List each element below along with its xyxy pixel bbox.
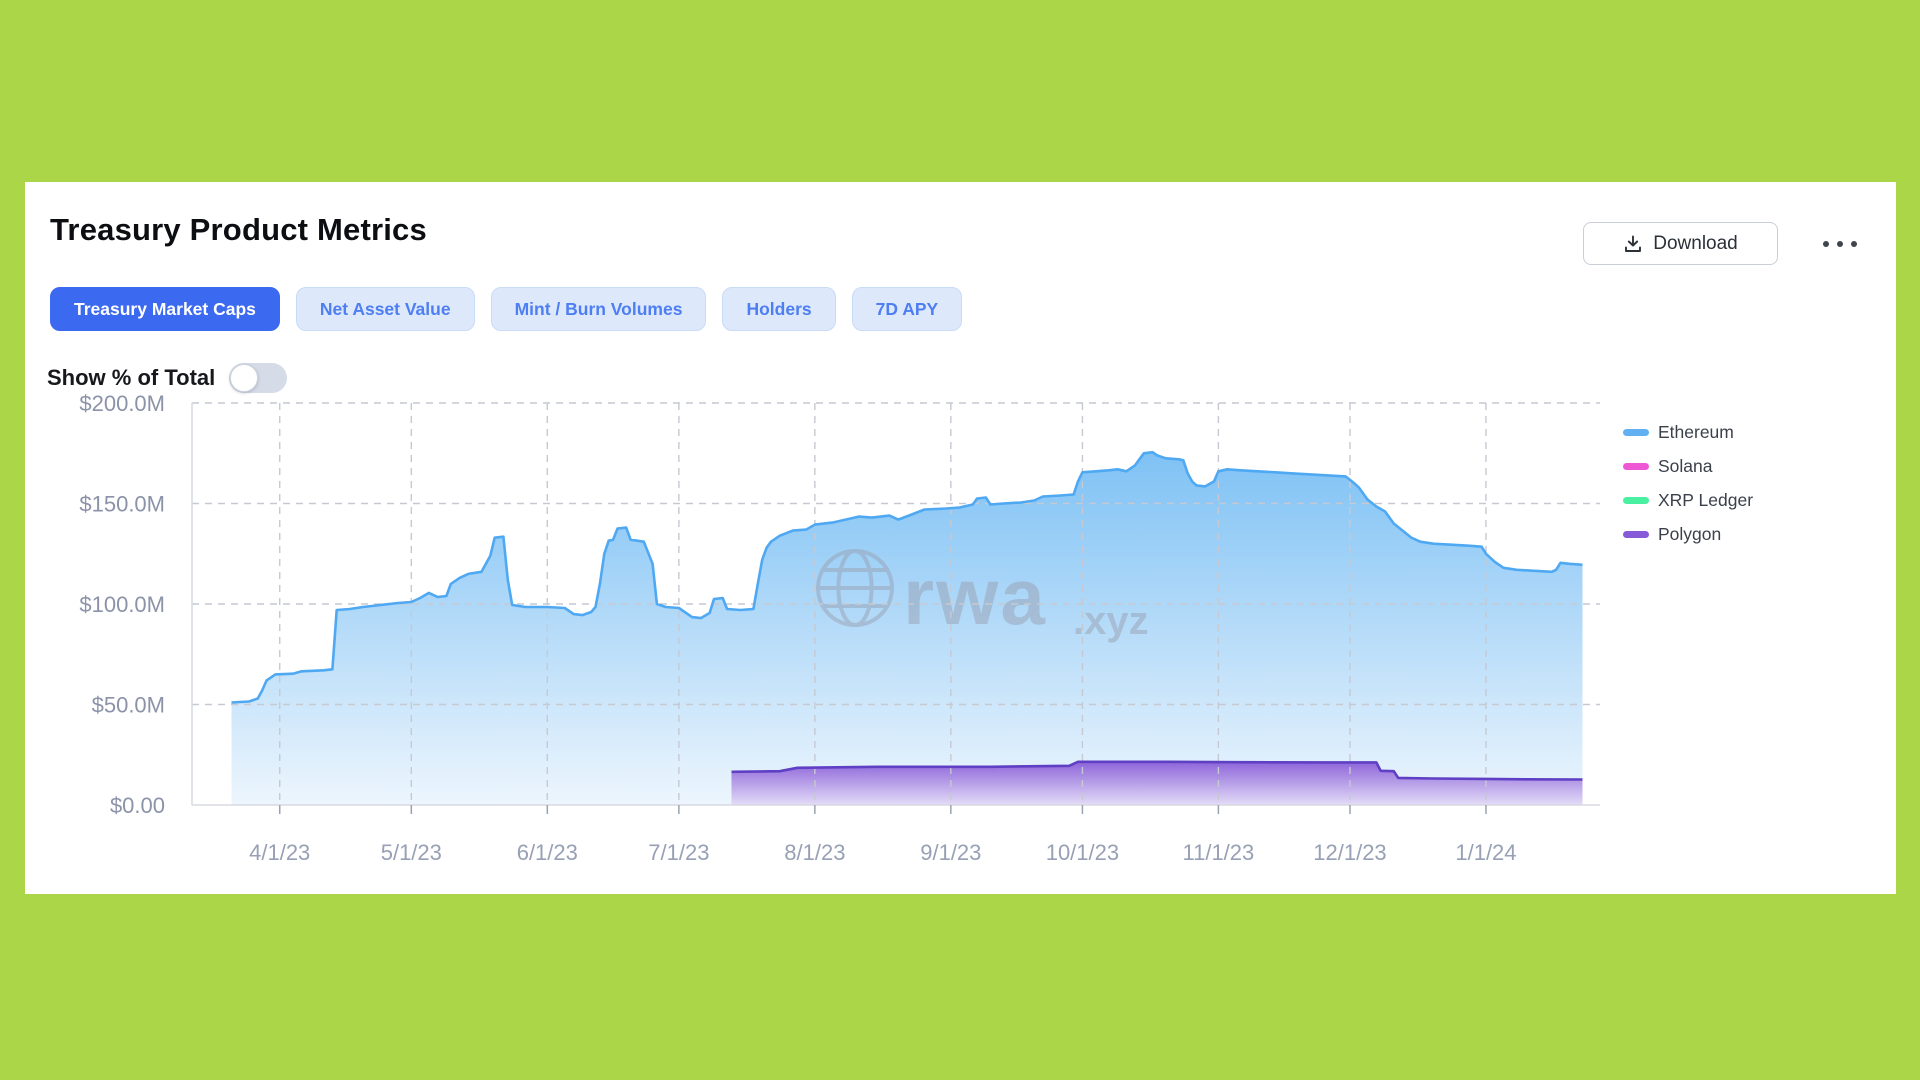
line-ethereum <box>231 450 1583 704</box>
tab-7d-apy[interactable]: 7D APY <box>851 287 963 331</box>
ellipsis-icon <box>1823 241 1829 247</box>
x-axis-tick-label: 8/1/23 <box>784 840 845 865</box>
globe-icon <box>816 549 894 627</box>
tab-treasury-market-caps[interactable]: Treasury Market Caps <box>50 287 280 331</box>
area-ethereum <box>231 452 1583 805</box>
page-title: Treasury Product Metrics <box>50 212 427 247</box>
legend-label: Polygon <box>1658 523 1722 544</box>
x-axis-tick-label: 6/1/23 <box>517 840 578 865</box>
download-label: Download <box>1653 232 1738 254</box>
show-percent-row: Show % of Total <box>47 361 288 395</box>
y-axis-tick-label: $0.00 <box>110 793 165 818</box>
legend-label: Solana <box>1658 455 1713 476</box>
legend-swatch-ethereum <box>1623 428 1649 436</box>
watermark: rwa .xyz <box>816 549 1149 643</box>
more-options-button[interactable] <box>1813 229 1867 259</box>
tab-net-asset-value[interactable]: Net Asset Value <box>295 287 475 331</box>
area-polygon <box>731 761 1583 805</box>
y-axis-tick-label: $150.0M <box>79 492 165 517</box>
download-icon <box>1625 235 1642 252</box>
y-axis-tick-label: $50.0M <box>92 693 165 718</box>
legend-label: XRP Ledger <box>1658 489 1754 510</box>
legend-swatch-xrp-ledger <box>1623 496 1649 504</box>
ellipsis-icon <box>1837 241 1843 247</box>
show-percent-label: Show % of Total <box>47 365 216 390</box>
tab-mint-burn-volumes[interactable]: Mint / Burn Volumes <box>490 287 707 331</box>
legend-swatch-solana <box>1623 462 1649 470</box>
watermark-text: rwa <box>903 552 1047 641</box>
show-percent-toggle[interactable] <box>229 363 288 393</box>
line-polygon <box>731 760 1583 781</box>
x-axis-tick-label: 11/1/23 <box>1183 840 1255 865</box>
area-chart[interactable]: rwa .xyz $200.0M $150.0M $100.0M $50.0M $0.00 4… <box>25 182 1896 894</box>
legend-swatch-polygon <box>1623 530 1649 538</box>
legend-item-solana[interactable]: Solana <box>1623 449 1753 483</box>
download-button[interactable]: Download <box>1583 222 1778 265</box>
x-axis-tick-label: 9/1/23 <box>920 840 981 865</box>
x-axis-tick-label: 4/1/23 <box>249 840 310 865</box>
x-axis-tick-label: 12/1/23 <box>1313 840 1386 865</box>
x-axis-tick-label: 10/1/23 <box>1046 840 1119 865</box>
toggle-knob <box>230 364 259 392</box>
y-axis-tick-label: $100.0M <box>79 592 165 617</box>
ellipsis-icon <box>1851 241 1857 247</box>
chart-legend: Ethereum Solana XRP Ledger Polygon <box>1623 415 1753 551</box>
legend-label: Ethereum <box>1658 421 1734 442</box>
legend-item-ethereum[interactable]: Ethereum <box>1623 415 1753 449</box>
legend-item-xrp-ledger[interactable]: XRP Ledger <box>1623 483 1753 517</box>
x-axis-tick-label: 7/1/23 <box>648 840 709 865</box>
metrics-card: Treasury Product Metrics Download Treasu… <box>25 182 1896 894</box>
legend-item-polygon[interactable]: Polygon <box>1623 517 1753 551</box>
watermark-suffix: .xyz <box>1073 599 1149 643</box>
tab-holders[interactable]: Holders <box>722 287 836 331</box>
x-axis-tick-label: 5/1/23 <box>381 840 442 865</box>
metric-tabs: Treasury Market Caps Net Asset Value Mint … <box>50 287 963 331</box>
chart: rwa .xyz $200.0M $150.0M $100.0M $50.0M $0.00 4… <box>25 182 1896 894</box>
x-axis-tick-label: 1/1/24 <box>1455 840 1516 865</box>
y-axis-tick-label: $200.0M <box>79 391 165 416</box>
